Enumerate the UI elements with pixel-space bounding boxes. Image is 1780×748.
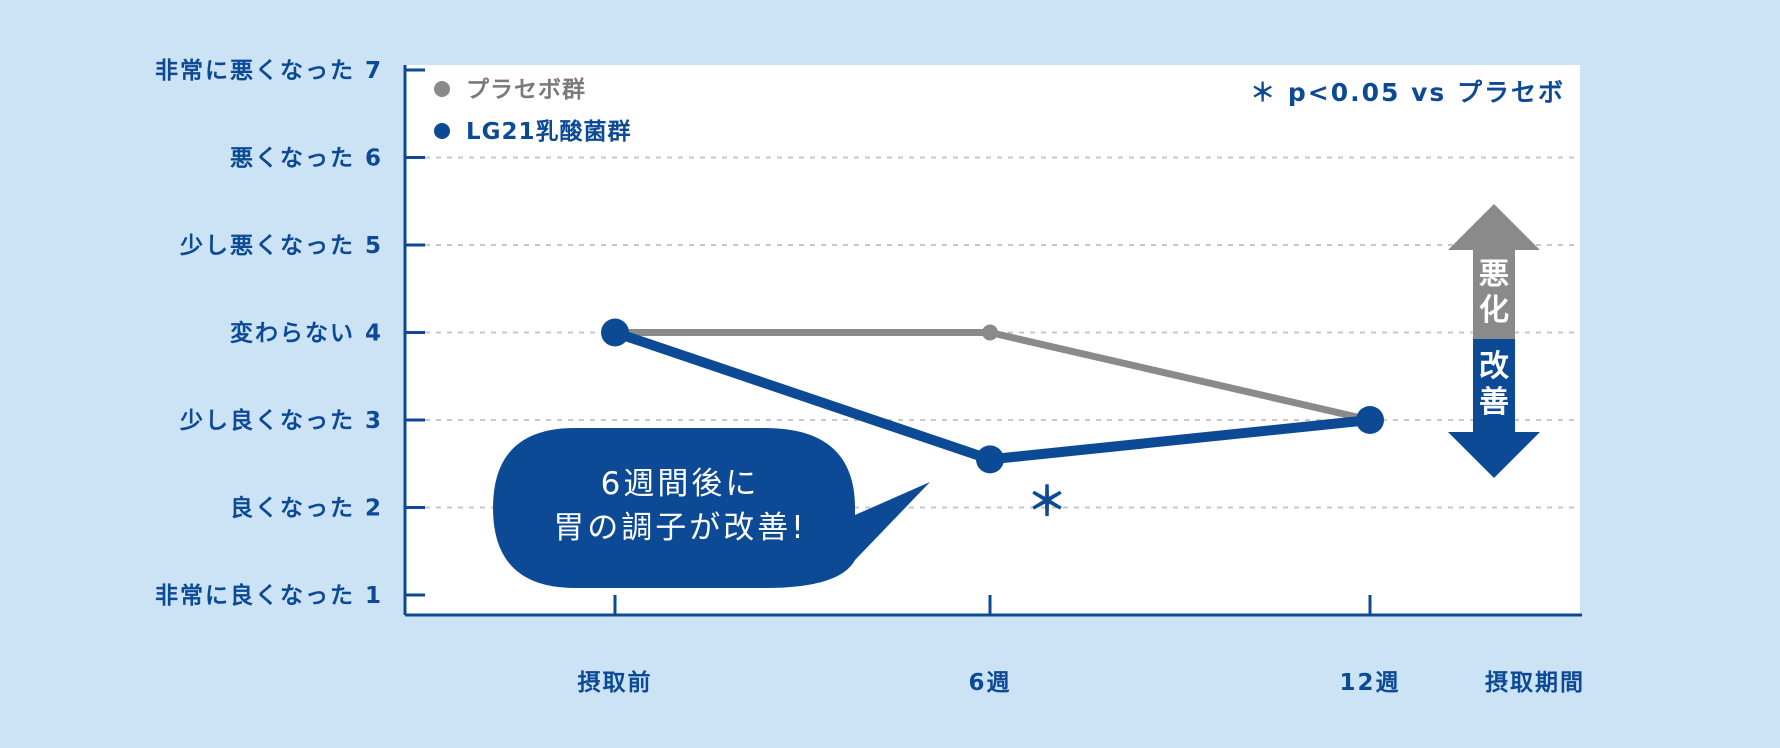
- arrow-up-char-1: 悪: [1479, 257, 1509, 292]
- y-tick-labels: 非常に悪くなった 7 悪くなった 6 少し悪くなった 5 変わらない 4 少し良くなった…: [155, 58, 425, 609]
- arrow-down-char-1: 改: [1479, 349, 1509, 384]
- legend-label-placebo: プラセボ群: [466, 76, 586, 103]
- legend-marker-lg21: [434, 123, 450, 139]
- x-tick-label-1: 6週: [968, 670, 1011, 696]
- arrow-down-improve: [1448, 339, 1540, 478]
- legend: プラセボ群 LG21乳酸菌群: [434, 76, 632, 145]
- y-tick-label-2: 良くなった 2: [230, 495, 383, 522]
- arrow-down-char-2: 善: [1479, 385, 1509, 420]
- y-tick-label-5: 少し悪くなった 5: [179, 233, 383, 259]
- callout-line-2: 胃の調子が改善!: [553, 510, 806, 546]
- callout-line-1: 6週間後に: [601, 466, 760, 502]
- series-1-point-0: [601, 318, 629, 347]
- legend-label-lg21: LG21乳酸菌群: [466, 118, 632, 145]
- y-tick-label-1: 非常に良くなった 1: [155, 582, 383, 609]
- series-0-point-1: [982, 324, 998, 341]
- x-tick-label-0: 摂取前: [578, 669, 653, 696]
- significance-note: ＊ p<0.05 vs プラセボ: [1250, 78, 1565, 107]
- y-tick-label-7: 非常に悪くなった 7: [155, 58, 383, 84]
- x-axis-title: 摂取期間: [1485, 670, 1585, 696]
- series-layer: [601, 318, 1384, 474]
- series-1-point-1: [976, 445, 1004, 474]
- arrow-up-worsen: [1448, 204, 1540, 339]
- series-1-point-2: [1356, 406, 1384, 434]
- x-tick-label-2: 12週: [1339, 670, 1400, 696]
- y-tick-label-6: 悪くなった 6: [230, 146, 383, 172]
- significance-marker: ＊: [1027, 479, 1067, 525]
- y-tick-label-3: 少し良くなった 3: [179, 407, 383, 434]
- direction-arrow: 悪 化 改 善: [1448, 204, 1540, 478]
- x-tick-labels: 摂取前 6週 12週: [578, 595, 1400, 696]
- callout-bubble: 6週間後に 胃の調子が改善!: [493, 428, 930, 588]
- arrow-up-char-2: 化: [1479, 293, 1509, 328]
- y-tick-label-4: 変わらない 4: [230, 320, 383, 347]
- callout-shape: [493, 428, 930, 588]
- legend-marker-placebo: [434, 81, 450, 97]
